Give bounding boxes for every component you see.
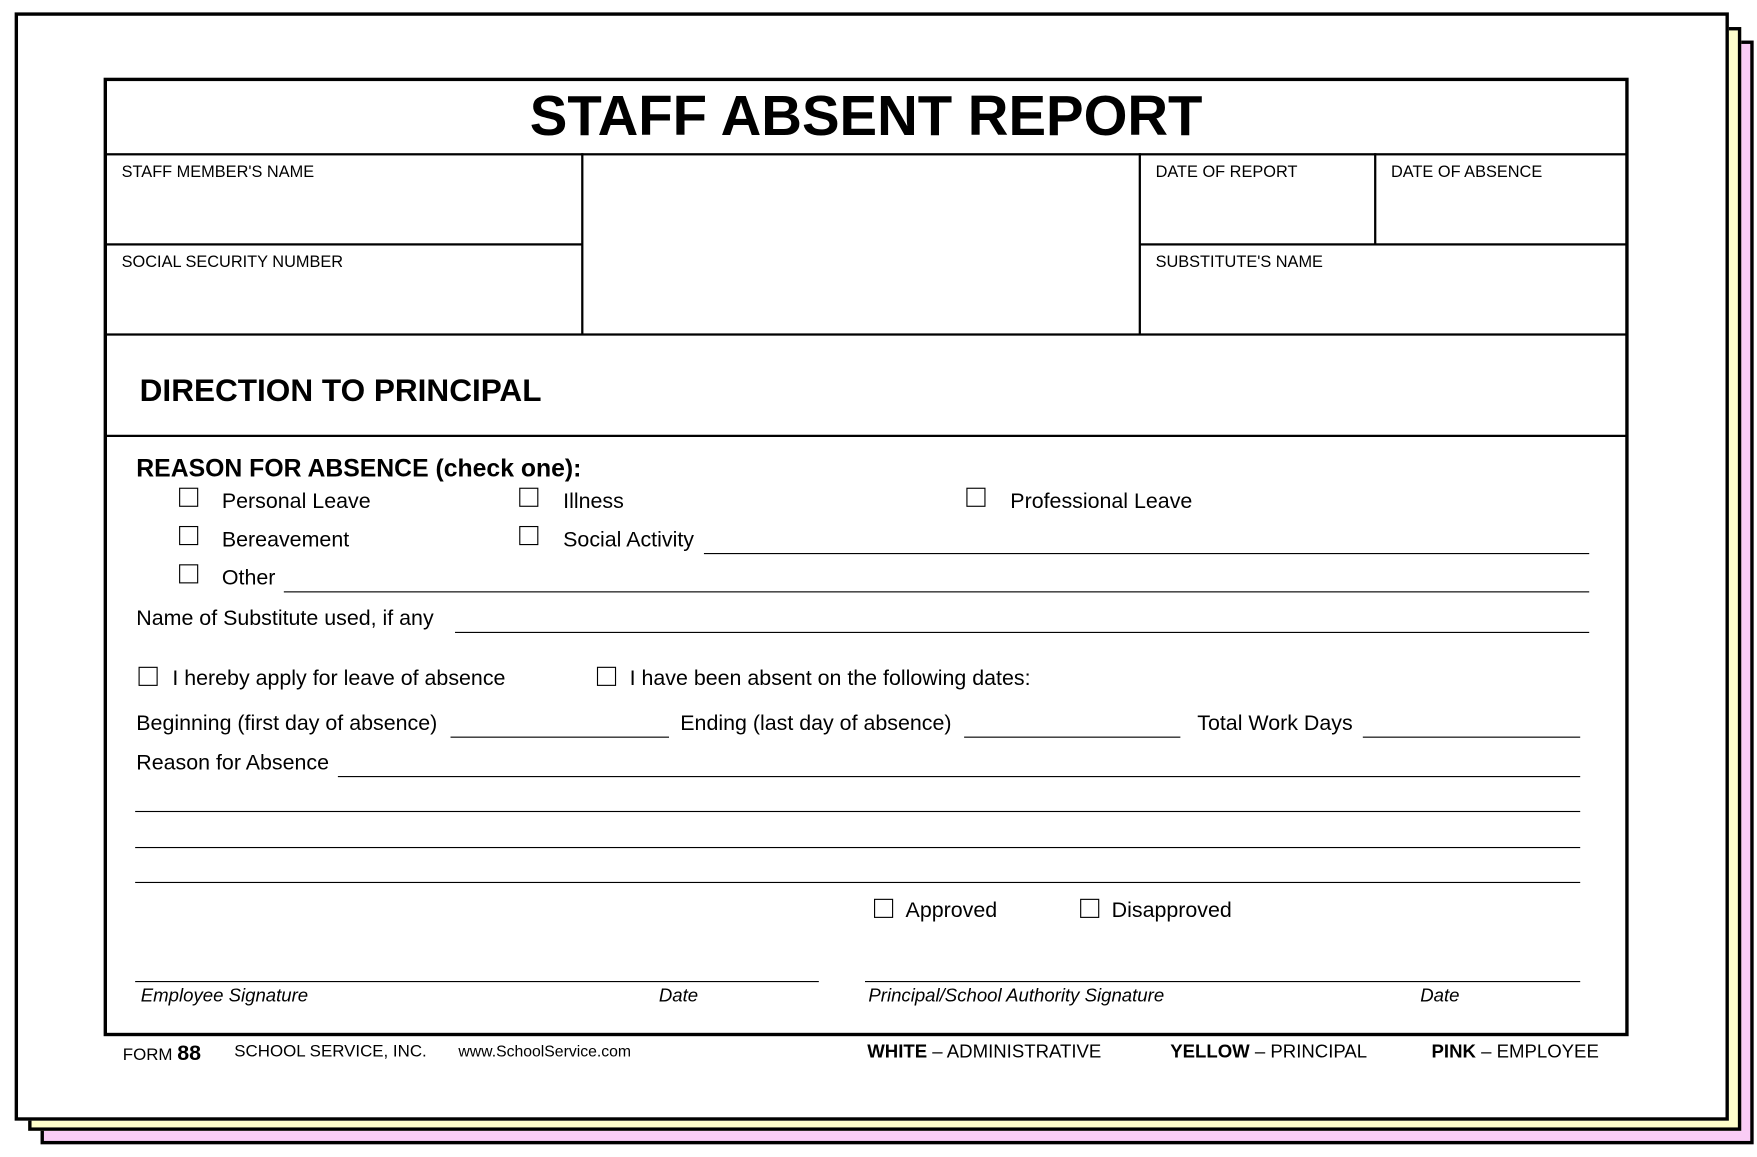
reason-line[interactable] — [135, 810, 1581, 813]
website-link[interactable]: www.SchoolService.com — [458, 1041, 632, 1060]
apply-leave-label: I hereby apply for leave of absence — [172, 666, 506, 691]
substitute-name-field[interactable] — [1155, 281, 1622, 329]
ssn-label: SOCIAL SECURITY NUMBER — [121, 253, 344, 272]
company-name: SCHOOL SERVICE, INC. — [234, 1041, 427, 1061]
form-title: STAFF ABSENT REPORT — [529, 84, 1203, 148]
divider — [104, 434, 1628, 438]
middle-field[interactable] — [591, 163, 1137, 329]
illness-label: Illness — [563, 489, 624, 514]
ending-line[interactable] — [964, 736, 1181, 738]
social-activity-label: Social Activity — [563, 528, 694, 552]
employee-signature-line[interactable] — [135, 981, 819, 983]
reason-line[interactable] — [135, 881, 1581, 884]
date-of-absence-field[interactable] — [1390, 191, 1621, 239]
disapproved-label: Disapproved — [1111, 898, 1232, 923]
illness-checkbox[interactable] — [519, 487, 539, 507]
divider — [104, 153, 1628, 156]
professional-leave-checkbox[interactable] — [966, 487, 986, 507]
reason-for-absence-label: Reason for Absence — [136, 751, 330, 775]
substitute-used-label: Name of Substitute used, if any — [136, 607, 434, 631]
date-of-report-label: DATE OF REPORT — [1155, 163, 1298, 182]
bereavement-checkbox[interactable] — [179, 525, 199, 546]
divider — [104, 333, 1628, 336]
personal-leave-checkbox[interactable] — [179, 487, 199, 507]
reason-heading: REASON FOR ABSENCE (check one): — [136, 453, 582, 483]
approved-checkbox[interactable] — [874, 898, 894, 918]
reason-line[interactable] — [135, 846, 1581, 849]
social-activity-line[interactable] — [703, 553, 1590, 555]
date-of-report-field[interactable] — [1155, 191, 1375, 239]
substitute-name-label: SUBSTITUTE'S NAME — [1155, 253, 1323, 272]
apply-leave-checkbox[interactable] — [138, 666, 158, 686]
staff-name-field[interactable] — [121, 191, 577, 239]
total-days-line[interactable] — [1362, 736, 1581, 738]
other-checkbox[interactable] — [179, 564, 199, 584]
yellow-label: YELLOW — [1170, 1041, 1250, 1063]
beginning-label: Beginning (first day of absence) — [136, 711, 438, 736]
form-label: FORM — [122, 1045, 173, 1065]
other-label: Other — [221, 566, 276, 591]
date-of-absence-label: DATE OF ABSENCE — [1390, 163, 1543, 182]
total-days-label: Total Work Days — [1197, 711, 1353, 736]
bereavement-label: Bereavement — [221, 528, 350, 552]
divider — [1138, 153, 1141, 335]
yellow-copy-label: YELLOW – PRINCIPAL — [1170, 1042, 1367, 1063]
white-dest: – ADMINISTRATIVE — [932, 1041, 1102, 1063]
staff-name-label: STAFF MEMBER'S NAME — [121, 163, 315, 182]
form-number: FORM 88 — [123, 1042, 201, 1067]
personal-leave-label: Personal Leave — [221, 489, 371, 514]
other-line[interactable] — [283, 591, 1590, 593]
white-copy-label: WHITE – ADMINISTRATIVE — [867, 1042, 1101, 1063]
ending-label: Ending (last day of absence) — [680, 711, 952, 736]
principal-signature-label: Principal/School Authority Signature — [868, 985, 1165, 1006]
employee-signature-label: Employee Signature — [140, 985, 309, 1006]
pink-label: PINK — [1431, 1041, 1476, 1063]
been-absent-label: I have been absent on the following date… — [629, 666, 1031, 691]
approved-label: Approved — [905, 898, 998, 923]
substitute-used-line[interactable] — [455, 631, 1590, 633]
pink-copy-label: PINK – EMPLOYEE — [1432, 1042, 1599, 1063]
form-number-value: 88 — [177, 1041, 202, 1066]
divider — [1139, 243, 1628, 246]
social-activity-checkbox[interactable] — [519, 525, 539, 546]
divider — [104, 243, 583, 246]
ssn-field[interactable] — [121, 281, 577, 329]
pink-dest: – EMPLOYEE — [1481, 1041, 1599, 1063]
divider — [581, 153, 584, 335]
yellow-dest: – PRINCIPAL — [1254, 1041, 1368, 1063]
direction-heading: DIRECTION TO PRINCIPAL — [139, 372, 542, 408]
disapproved-checkbox[interactable] — [1080, 898, 1100, 918]
employee-date-label: Date — [658, 985, 699, 1006]
principal-date-label: Date — [1420, 985, 1460, 1006]
white-label: WHITE — [867, 1041, 928, 1063]
been-absent-checkbox[interactable] — [596, 666, 617, 686]
reason-line[interactable] — [337, 776, 1581, 778]
form-frame — [103, 77, 1629, 1037]
professional-leave-label: Professional Leave — [1010, 489, 1193, 514]
divider — [1374, 153, 1377, 245]
principal-signature-line[interactable] — [864, 981, 1581, 983]
beginning-line[interactable] — [450, 736, 670, 738]
